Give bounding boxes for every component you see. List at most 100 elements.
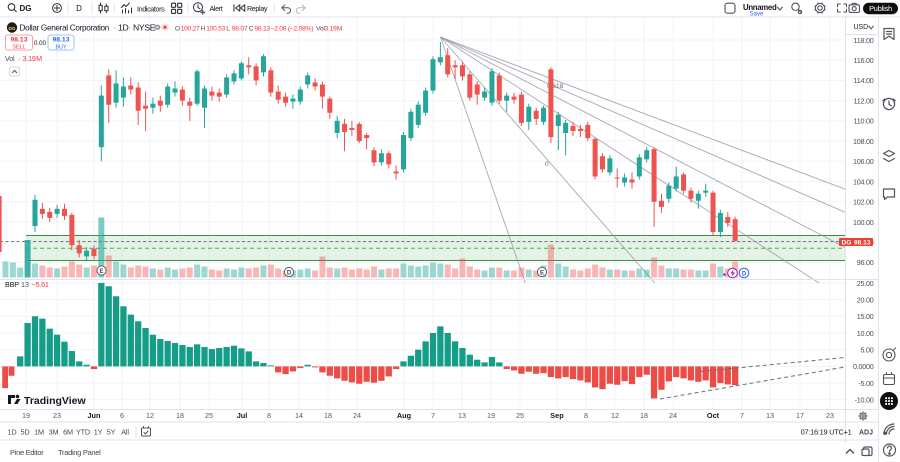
svg-text:110.00: 110.00 — [854, 117, 874, 126]
svg-text:SELL: SELL — [12, 44, 25, 50]
svg-text:108.00: 108.00 — [853, 137, 874, 146]
svg-text:1D: 1D — [8, 427, 17, 436]
svg-text:14: 14 — [295, 411, 303, 420]
svg-text:·: · — [114, 24, 117, 33]
svg-text:TradingView: TradingView — [24, 395, 86, 407]
svg-text:19: 19 — [487, 411, 495, 420]
svg-text:BUY: BUY — [55, 44, 66, 50]
svg-text:USD: USD — [854, 24, 869, 31]
svg-text:Vol: Vol — [316, 25, 325, 32]
svg-text:Trading Panel: Trading Panel — [58, 448, 101, 457]
svg-text:L: L — [226, 25, 230, 32]
svg-text:100.27: 100.27 — [181, 25, 201, 32]
svg-text:19: 19 — [22, 411, 30, 420]
svg-text:NYSE: NYSE — [133, 23, 156, 33]
svg-text:8: 8 — [267, 411, 271, 420]
svg-text:13: 13 — [458, 411, 466, 420]
svg-text:114.00: 114.00 — [854, 76, 874, 85]
svg-text:Save: Save — [750, 12, 764, 18]
svg-text:O: O — [175, 25, 180, 32]
svg-text:DG: DG — [9, 26, 16, 31]
svg-text:0: 0 — [545, 161, 549, 168]
svg-text:25.00: 25.00 — [857, 279, 874, 288]
svg-text:-5.00: -5.00 — [858, 379, 873, 388]
svg-text:10.00: 10.00 — [857, 329, 874, 338]
svg-text:24: 24 — [353, 411, 361, 420]
svg-text:8: 8 — [584, 411, 588, 420]
svg-text:1D: 1D — [118, 23, 128, 33]
svg-text:20.00: 20.00 — [857, 295, 874, 304]
svg-text:Jun: Jun — [88, 411, 101, 420]
svg-text:5D: 5D — [21, 427, 30, 436]
svg-text:0.00: 0.00 — [34, 40, 47, 47]
svg-text:112.00: 112.00 — [854, 97, 874, 106]
svg-text:3.19 M: 3.19 M — [325, 25, 343, 32]
svg-text:98.07: 98.07 — [232, 25, 248, 32]
svg-text:5.00: 5.00 — [861, 346, 874, 355]
svg-text:Aug: Aug — [397, 411, 411, 420]
svg-text:96.00: 96.00 — [857, 258, 874, 267]
svg-text:12: 12 — [146, 411, 154, 420]
svg-text:Dollar General Corporation: Dollar General Corporation — [20, 24, 110, 33]
svg-text:98.13: 98.13 — [854, 239, 871, 246]
svg-text:23: 23 — [53, 411, 61, 420]
svg-text:25: 25 — [205, 411, 213, 420]
svg-text:Replay: Replay — [247, 4, 268, 13]
svg-text:6M: 6M — [63, 427, 73, 436]
svg-text:100.53: 100.53 — [206, 25, 226, 32]
svg-text:YTD: YTD — [76, 427, 90, 436]
svg-text:Unnamed: Unnamed — [743, 3, 777, 12]
svg-text:98.13: 98.13 — [52, 37, 69, 44]
svg-text:BBP: BBP — [5, 280, 19, 289]
svg-text:C: C — [249, 25, 254, 32]
svg-text:0.618: 0.618 — [547, 83, 564, 90]
svg-text:DG: DG — [842, 239, 852, 246]
svg-text:D: D — [287, 270, 292, 276]
svg-text:H: H — [201, 25, 206, 32]
svg-text:1Y: 1Y — [94, 427, 103, 436]
svg-text:18: 18 — [324, 411, 332, 420]
svg-text:Alert: Alert — [210, 4, 223, 13]
svg-text:24: 24 — [669, 411, 677, 420]
svg-text:116.00: 116.00 — [854, 56, 874, 65]
svg-text:18: 18 — [176, 411, 184, 420]
svg-text:102.00: 102.00 — [853, 198, 874, 207]
svg-text:D: D — [76, 4, 82, 13]
svg-text:5Y: 5Y — [107, 427, 116, 436]
svg-text:E: E — [99, 269, 103, 275]
svg-text:Pine Editor: Pine Editor — [10, 448, 44, 457]
svg-text:6: 6 — [120, 411, 124, 420]
svg-text:13: 13 — [21, 280, 29, 289]
svg-text:·: · — [18, 54, 21, 63]
svg-text:Vol: Vol — [5, 54, 15, 63]
svg-text:15.00: 15.00 — [857, 312, 874, 321]
svg-text:23: 23 — [826, 411, 834, 420]
svg-text:18: 18 — [640, 411, 648, 420]
svg-text:106.00: 106.00 — [853, 157, 874, 166]
svg-text:All: All — [121, 427, 129, 436]
svg-text:7: 7 — [740, 411, 744, 420]
svg-text:118.00: 118.00 — [854, 36, 874, 45]
svg-text:98.13: 98.13 — [10, 37, 27, 44]
svg-text:3.19 M: 3.19 M — [23, 54, 43, 63]
svg-text:7: 7 — [431, 411, 435, 420]
svg-text:Indicators: Indicators — [137, 5, 165, 14]
svg-text:07:16:19 UTC+1: 07:16:19 UTC+1 — [801, 428, 852, 437]
svg-text:0.0000: 0.0000 — [853, 362, 874, 371]
svg-text:ADJ: ADJ — [859, 430, 873, 437]
svg-text:Sep: Sep — [550, 411, 564, 420]
svg-text:D: D — [742, 272, 747, 278]
svg-text:13: 13 — [766, 411, 774, 420]
svg-text:-10.00: -10.00 — [855, 396, 874, 405]
svg-text:DG: DG — [20, 4, 32, 13]
svg-text:100.00: 100.00 — [853, 218, 874, 227]
svg-text:1M: 1M — [34, 427, 44, 436]
svg-text:E: E — [540, 270, 544, 276]
svg-text:25: 25 — [516, 411, 524, 420]
svg-text:Oct: Oct — [707, 411, 720, 420]
svg-text:−2.08 (−2.08%): −2.08 (−2.08%) — [271, 25, 314, 32]
svg-text:17: 17 — [796, 411, 804, 420]
svg-text:Publish: Publish — [869, 4, 892, 13]
svg-text:−5.61: −5.61 — [32, 280, 49, 289]
svg-text:98.13: 98.13 — [254, 25, 270, 32]
